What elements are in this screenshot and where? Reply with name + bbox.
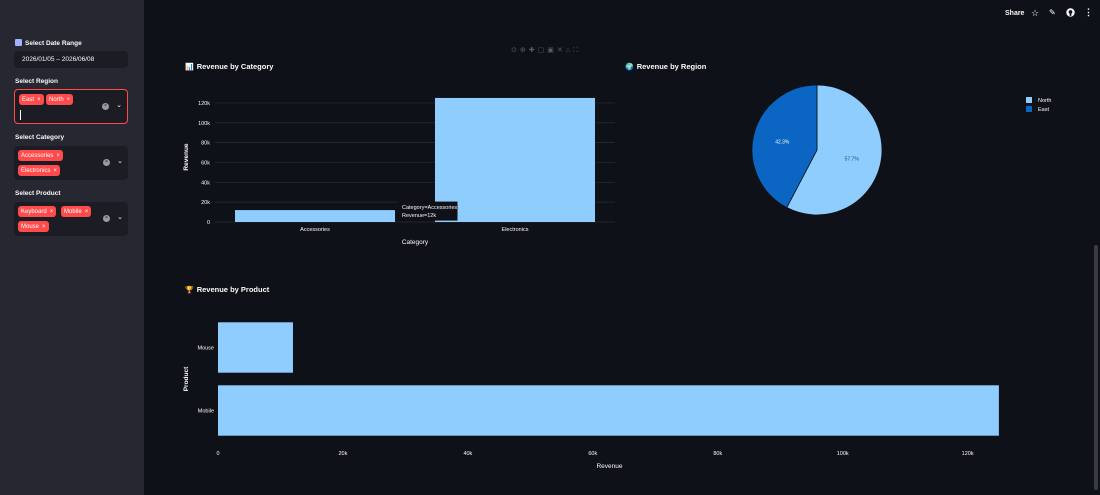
clear-icon[interactable]: × <box>103 159 110 166</box>
y-tick-label: 20k <box>201 200 210 206</box>
region-chip-east[interactable]: East × <box>19 94 44 105</box>
date-range-label: Select Date Range <box>15 39 82 47</box>
plot-modebar[interactable]: ⊙⊕✚▢▣✕⌂⛶ <box>511 47 581 54</box>
category-chart-title: 📊 Revenue by Category <box>185 62 274 71</box>
product-chip-keyboard[interactable]: Keyboard × <box>18 206 57 217</box>
tooltip-box <box>398 201 458 221</box>
tooltip-line-revenue: Revenue=12k <box>402 213 436 219</box>
y-tick-label: 80k <box>201 141 210 147</box>
x-tick-label: 100k <box>837 451 849 457</box>
share-button[interactable]: Share <box>1005 10 1025 17</box>
legend-swatch-north <box>1026 97 1032 103</box>
pie-slice-north <box>786 84 883 216</box>
more-vertical-icon[interactable]: ⋮ <box>1084 7 1093 17</box>
y-tick-label: 100k <box>198 121 210 127</box>
x-axis-title: Category <box>402 239 429 246</box>
remove-icon[interactable]: × <box>42 223 46 230</box>
x-tick-label: Accessories <box>300 227 330 233</box>
star-icon[interactable]: ☆ <box>1031 8 1040 18</box>
clear-icon[interactable]: × <box>103 215 110 222</box>
x-tick-label: 60k <box>588 451 597 457</box>
y-axis-title: Revenue <box>183 143 190 170</box>
y-tick-label: 0 <box>207 220 210 226</box>
product-chip-mobile[interactable]: Mobile × <box>61 206 92 217</box>
scrollbar[interactable] <box>1094 245 1098 490</box>
x-tick-label: 0 <box>216 451 219 457</box>
y-tick-label: Mouse <box>197 346 214 352</box>
product-label: Select Product <box>15 190 61 197</box>
bar-accessories <box>235 210 395 222</box>
category-multiselect[interactable]: Accessories × Electronics × × ⌄ <box>14 146 128 180</box>
sidebar: Select Date Range 2026/01/05 – 2026/06/0… <box>0 0 144 495</box>
category-chip-electronics[interactable]: Electronics × <box>18 165 60 176</box>
x-tick-label: 40k <box>463 451 472 457</box>
chevron-down-icon[interactable]: ⌄ <box>116 102 122 109</box>
date-range-input[interactable]: 2026/01/05 – 2026/06/08 <box>14 51 128 68</box>
calendar-icon <box>15 39 22 46</box>
chevron-down-icon[interactable]: ⌄ <box>117 214 123 221</box>
bar-mobile <box>218 385 999 436</box>
y-tick-label: Mobile <box>198 409 214 415</box>
x-tick-label: 120k <box>962 451 974 457</box>
x-tick-label: 80k <box>713 451 722 457</box>
legend-swatch-east <box>1026 106 1032 112</box>
region-multiselect[interactable]: East × North × × ⌄ <box>14 89 128 124</box>
remove-icon[interactable]: × <box>49 208 54 215</box>
category-label: Select Category <box>15 134 65 141</box>
legend-label-east: East <box>1038 107 1049 113</box>
region-chip-north[interactable]: North × <box>46 94 74 105</box>
remove-icon[interactable]: × <box>84 208 89 215</box>
bar-mouse <box>218 322 293 373</box>
chevron-down-icon[interactable]: ⌄ <box>117 158 123 165</box>
remove-icon[interactable]: × <box>66 96 71 103</box>
pie-slice-east <box>751 84 818 209</box>
legend-label-north: North <box>1038 98 1051 104</box>
product-multiselect[interactable]: Keyboard × Mobile × Mouse × × ⌄ <box>14 202 128 236</box>
pie-value-label: 57.7% <box>845 157 860 163</box>
bar-electronics <box>435 97 595 222</box>
x-tick-label: 20k <box>339 451 348 457</box>
x-axis-title: Revenue <box>596 463 622 470</box>
remove-icon[interactable]: × <box>56 152 60 159</box>
product-chip-mouse[interactable]: Mouse × <box>18 221 49 232</box>
github-icon[interactable] <box>1066 8 1075 19</box>
product-bar-chart[interactable]: Mouse Mobile 0 20k 40k 60k 80k 100k 120k Revenue P… <box>170 300 1040 480</box>
product-chart-title: 🏆 Revenue by Product <box>185 285 270 294</box>
region-label: Select Region <box>15 78 58 85</box>
remove-icon[interactable]: × <box>53 167 57 174</box>
y-axis-title: Product <box>183 366 190 391</box>
region-pie-chart[interactable]: 57.7% 42.3% North East <box>700 80 1080 240</box>
category-chip-accessories[interactable]: Accessories × <box>18 150 63 161</box>
clear-icon[interactable]: × <box>102 103 109 110</box>
y-tick-label: 120k <box>198 101 210 107</box>
region-chart-title: 🌍 Revenue by Region <box>625 62 707 71</box>
remove-icon[interactable]: × <box>37 96 41 103</box>
category-bar-chart[interactable]: 0 20k 40k 60k 80k 100k 120k Accessories Electron… <box>170 80 630 255</box>
pie-value-label: 42.3% <box>775 139 790 145</box>
x-tick-label: Electronics <box>502 227 529 233</box>
y-tick-label: 60k <box>201 160 210 166</box>
tooltip-line-category: Category=Accessories <box>402 205 457 211</box>
pencil-icon[interactable]: ✎ <box>1049 8 1056 17</box>
y-tick-label: 40k <box>201 180 210 186</box>
text-cursor <box>20 110 21 120</box>
